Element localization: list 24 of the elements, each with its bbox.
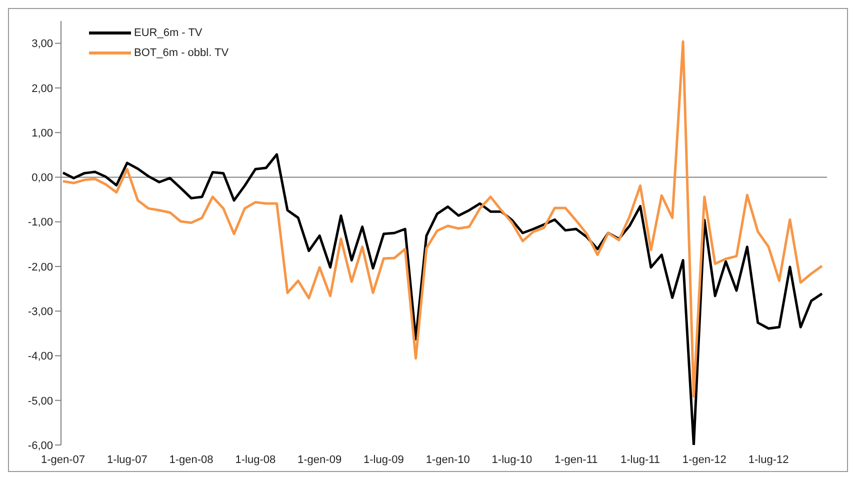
y-tick-label: 2,00 <box>32 82 53 95</box>
y-tick-label: 3,00 <box>32 38 53 50</box>
y-tick-label: -3,00 <box>28 306 53 318</box>
x-tick-label: 1-gen-09 <box>298 454 342 466</box>
legend-label: BOT_6m - obbl. TV <box>134 47 229 59</box>
x-tick-label: 1-gen-07 <box>40 454 86 466</box>
x-tick-label: 1-lug-08 <box>235 454 276 466</box>
y-tick-label: -5,00 <box>28 395 53 408</box>
x-tick-label: 1-gen-11 <box>554 454 598 466</box>
y-tick-label: -2,00 <box>28 261 53 274</box>
x-tick-label: 1-gen-12 <box>682 454 726 466</box>
x-tick-label: 1-lug-09 <box>364 454 404 466</box>
x-tick-label: 1-lug-10 <box>492 454 532 466</box>
y-tick-label: -6,00 <box>28 440 53 452</box>
x-tick-label: 1-gen-08 <box>169 454 214 466</box>
x-tick-label: 1-lug-07 <box>106 454 148 466</box>
y-tick-label: -1,00 <box>28 216 53 229</box>
y-tick-label: 0,00 <box>32 172 53 184</box>
x-tick-label: 1-lug-12 <box>748 454 789 466</box>
y-tick-label: 1,00 <box>32 127 53 140</box>
y-tick-label: -4,00 <box>28 350 53 363</box>
x-tick-label: 1-lug-11 <box>620 454 660 466</box>
x-tick-label: 1-gen-10 <box>426 454 470 466</box>
legend-label: EUR_6m - TV <box>134 27 202 39</box>
